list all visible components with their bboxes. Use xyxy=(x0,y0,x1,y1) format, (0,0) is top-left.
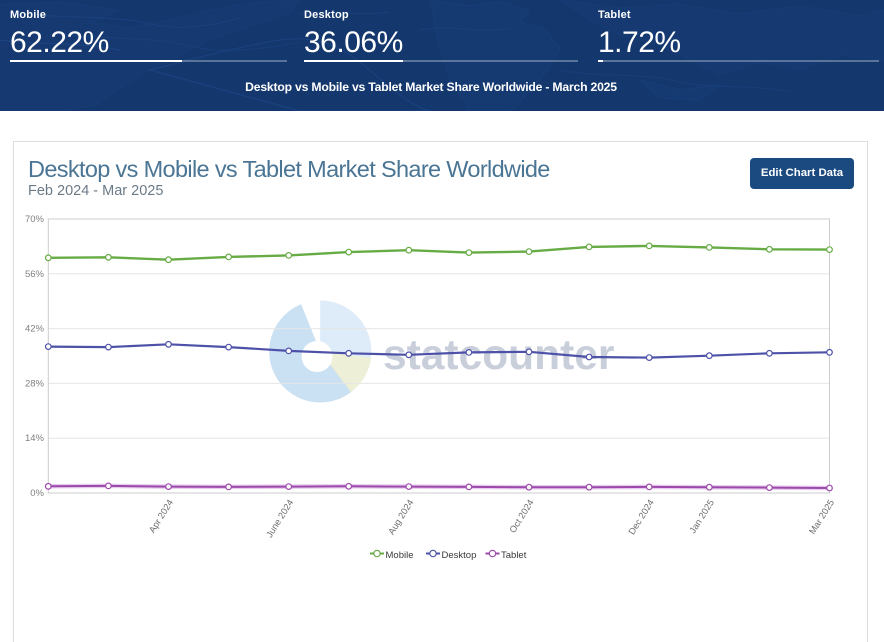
svg-text:June 2024: June 2024 xyxy=(264,498,295,540)
svg-text:Dec 2024: Dec 2024 xyxy=(627,498,656,537)
svg-text:Mar 2025: Mar 2025 xyxy=(807,498,836,536)
svg-text:Oct 2024: Oct 2024 xyxy=(507,498,535,535)
svg-text:Apr 2024: Apr 2024 xyxy=(147,498,175,535)
svg-text:56%: 56% xyxy=(25,269,45,280)
svg-text:42%: 42% xyxy=(25,324,45,335)
svg-text:70%: 70% xyxy=(25,214,45,225)
svg-text:Aug 2024: Aug 2024 xyxy=(386,498,415,537)
svg-text:0%: 0% xyxy=(30,488,44,499)
svg-text:Jan 2025: Jan 2025 xyxy=(687,498,716,535)
svg-text:Tablet: Tablet xyxy=(501,550,527,561)
svg-text:14%: 14% xyxy=(25,433,45,444)
svg-text:28%: 28% xyxy=(25,378,45,389)
svg-text:Mobile: Mobile xyxy=(386,550,414,561)
svg-text:Desktop: Desktop xyxy=(442,550,477,561)
